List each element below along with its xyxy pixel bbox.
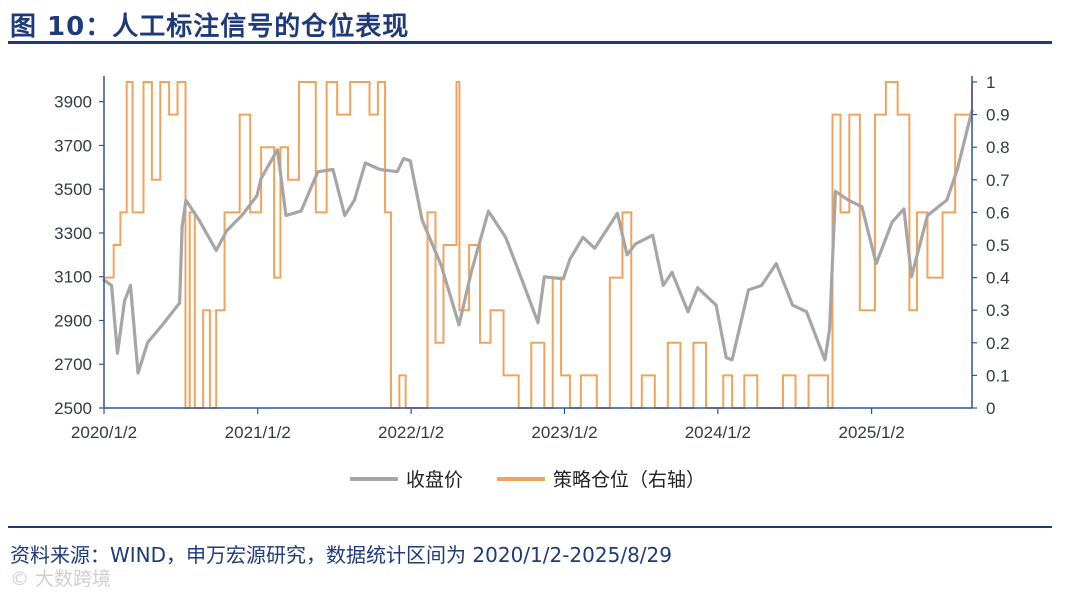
- x-tick-label: 2022/1/2: [378, 423, 444, 440]
- right-tick-label: 0.8: [986, 138, 1010, 157]
- series-line-close: [102, 108, 974, 375]
- legend-item-close: 收盘价: [350, 465, 463, 492]
- legend-item-position: 策略仓位（右轴）: [497, 465, 705, 492]
- legend-label-position: 策略仓位（右轴）: [553, 469, 706, 491]
- legend-swatch-close: [350, 476, 398, 481]
- right-tick-label: 0.6: [986, 203, 1010, 222]
- right-tick-label: 0.3: [986, 301, 1010, 320]
- watermark-text: © 大数跨境: [10, 568, 112, 590]
- x-tick-label: 2021/1/2: [225, 423, 291, 440]
- x-tick-label: 2025/1/2: [838, 423, 904, 440]
- x-tick-label: 2020/1/2: [71, 423, 137, 440]
- legend-label-close: 收盘价: [406, 469, 464, 491]
- series-layer: [102, 81, 974, 409]
- left-tick-label: 3900: [54, 93, 92, 112]
- legend-swatch-position: [497, 476, 546, 481]
- series-line-position: [104, 81, 973, 409]
- right-tick-label: 0.9: [986, 106, 1010, 125]
- left-tick-label: 3500: [54, 180, 92, 199]
- x-axis: 2020/1/2 2021/1/2 2022/1/2 2023/1/2 2024/1/2…: [71, 408, 905, 440]
- right-tick-label: 1: [986, 73, 995, 92]
- left-tick-label: 3100: [54, 268, 92, 287]
- right-tick-label: 0.2: [986, 334, 1010, 353]
- right-tick-label: 0.5: [986, 236, 1010, 255]
- right-tick-label: 0.4: [986, 269, 1010, 288]
- figure-title: 图 10：人工标注信号的仓位表现: [10, 12, 410, 42]
- left-tick-label: 2500: [54, 399, 92, 418]
- left-tick-label: 2900: [54, 311, 92, 330]
- x-tick-label: 2023/1/2: [531, 423, 597, 440]
- right-tick-label: 0: [986, 399, 995, 418]
- x-tick-label: 2024/1/2: [685, 423, 751, 440]
- dual-axis-line-chart: 2500 2700 2900 3100 3300 3500 3700 3900 0 0.1 0.2…: [54, 73, 1010, 440]
- footer-rule: [8, 526, 1052, 528]
- left-tick-label: 3300: [54, 224, 92, 243]
- left-tick-label: 3700: [54, 136, 92, 155]
- source-note: 资料来源：WIND，申万宏源研究，数据统计区间为 2020/1/2-2025/8…: [10, 543, 672, 567]
- right-axis: 0 0.1 0.2 0.3 0.4 0.5 0.6 0.7 0.8 0.9 1: [972, 73, 1010, 418]
- left-axis: 2500 2700 2900 3100 3300 3500 3700 3900: [54, 93, 104, 418]
- title-rule: [8, 41, 1052, 44]
- right-tick-label: 0.7: [986, 171, 1010, 190]
- left-tick-label: 2700: [54, 355, 92, 374]
- chart-legend: 收盘价 策略仓位（右轴）: [350, 465, 739, 492]
- right-tick-label: 0.1: [986, 366, 1010, 385]
